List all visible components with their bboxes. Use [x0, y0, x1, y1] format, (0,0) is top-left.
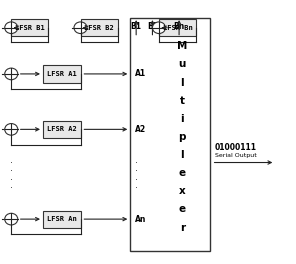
Bar [11, 19, 48, 36]
Circle shape [152, 22, 165, 34]
Bar [43, 121, 81, 138]
Circle shape [5, 124, 18, 135]
Circle shape [5, 213, 18, 225]
Bar [43, 211, 81, 228]
Text: LFSR An: LFSR An [47, 216, 77, 222]
Text: B2: B2 [147, 22, 158, 31]
Bar [43, 65, 81, 82]
Text: LFSR B1: LFSR B1 [15, 25, 44, 31]
Text: l: l [180, 150, 184, 160]
Text: l: l [180, 78, 184, 88]
Circle shape [5, 68, 18, 80]
Text: M: M [177, 41, 187, 51]
Text: u: u [178, 59, 186, 69]
Text: 01000111: 01000111 [215, 144, 257, 153]
Text: LFSR A1: LFSR A1 [47, 71, 77, 77]
Text: An: An [135, 215, 146, 224]
Bar [130, 18, 210, 251]
Text: LFSR Bn: LFSR Bn [163, 25, 192, 31]
Text: A1: A1 [135, 69, 146, 78]
Text: LFSR A2: LFSR A2 [47, 126, 77, 132]
Text: $\cdots$: $\cdots$ [161, 21, 172, 31]
Text: B1: B1 [131, 22, 142, 31]
Text: .
.
.
.: . . . . [10, 156, 13, 190]
Text: e: e [178, 204, 186, 214]
Bar [159, 19, 196, 36]
Text: Bn: Bn [173, 22, 185, 31]
Circle shape [74, 22, 87, 34]
Bar [81, 19, 118, 36]
Circle shape [5, 22, 18, 34]
Text: LFSR B2: LFSR B2 [84, 25, 114, 31]
Text: i: i [180, 114, 184, 124]
Text: e: e [178, 168, 186, 178]
Text: x: x [179, 186, 186, 196]
Text: r: r [180, 223, 185, 233]
Text: t: t [180, 96, 185, 106]
Text: A2: A2 [135, 125, 146, 134]
Text: Serial Output: Serial Output [215, 153, 256, 158]
Text: .
.
.
.: . . . . [135, 156, 138, 190]
Text: p: p [178, 132, 186, 142]
